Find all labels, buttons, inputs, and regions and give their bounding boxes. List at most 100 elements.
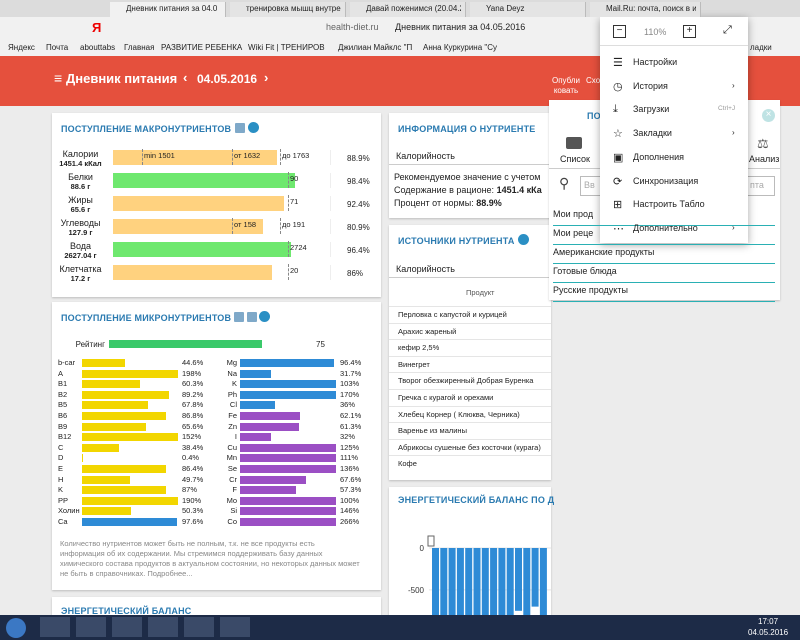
bookmark[interactable]: ладки: [750, 43, 772, 52]
app[interactable]: [76, 617, 106, 637]
submenu-arrow: ›: [732, 222, 735, 232]
search-hint: Вв: [584, 180, 595, 190]
tab[interactable]: [470, 2, 586, 17]
menu-icon[interactable]: ≡: [54, 70, 63, 86]
micro-percent: 87%: [182, 485, 198, 495]
bookmark[interactable]: РАЗВИТИЕ РЕБЕНКА: [161, 43, 243, 52]
micro-name: Fe: [228, 411, 237, 420]
tab[interactable]: [230, 2, 346, 17]
tree-item[interactable]: [553, 245, 775, 264]
bar-track: [113, 196, 331, 211]
micro-percent: 146%: [340, 506, 360, 516]
menu-item[interactable]: Настройки: [633, 57, 678, 67]
start-button[interactable]: [6, 618, 26, 638]
rating-label: Рейтинг: [75, 340, 105, 349]
app[interactable]: [148, 617, 178, 637]
bookmark[interactable]: Анна Куркурина "Су: [423, 43, 497, 52]
bar-marker: [142, 149, 143, 165]
help-icon[interactable]: [518, 234, 529, 247]
bar-track: [82, 412, 178, 420]
micro-bar: [82, 422, 146, 431]
list-tab[interactable]: Список: [560, 154, 590, 164]
tree-item[interactable]: [553, 226, 775, 245]
menu-icon: ▣: [613, 151, 624, 164]
micro-icons[interactable]: [234, 311, 271, 324]
tree-label: Мои прод: [553, 209, 594, 219]
header-button[interactable]: Схо: [586, 76, 601, 85]
fullscreen[interactable]: ⤢: [723, 24, 732, 36]
page-title[interactable]: Дневник питания за 04.05.2016: [395, 22, 526, 32]
menu-item[interactable]: История: [633, 80, 668, 91]
micro-percent: 49.7%: [182, 474, 204, 484]
bar-marker: [288, 264, 289, 280]
rating-bar: [109, 340, 262, 348]
tree-label: Американские продукты: [553, 247, 655, 257]
slider-handle: [427, 535, 435, 547]
tab[interactable]: [110, 2, 226, 17]
bar-track: [240, 359, 336, 367]
micro-bar: [82, 486, 167, 495]
next-day[interactable]: ›: [264, 70, 269, 85]
browser-menu: [600, 17, 748, 243]
zoom-out[interactable]: −: [613, 25, 626, 38]
calendar-icon[interactable]: [235, 122, 259, 135]
bar-marker: [232, 218, 233, 234]
bookmark[interactable]: Яндекс: [8, 43, 35, 52]
menu-icon: ⋯: [613, 222, 624, 235]
bookmark[interactable]: abouttabs: [80, 43, 116, 52]
micro-bar: [240, 518, 336, 526]
tree-item[interactable]: [553, 283, 775, 302]
bar-track: [240, 475, 336, 484]
bar-marker-label: до 191: [282, 220, 306, 229]
domain[interactable]: health-diet.ru: [326, 22, 379, 32]
tree-item[interactable]: [553, 207, 775, 226]
tree-label: Мои реце: [553, 228, 594, 238]
zoom-in[interactable]: +: [683, 25, 696, 38]
menu-item[interactable]: Дополнительно: [633, 222, 698, 233]
product-name: кефир 2,5%: [398, 343, 440, 353]
tab[interactable]: [350, 2, 466, 17]
app[interactable]: [184, 617, 214, 637]
menu-item[interactable]: Настроить Табло: [633, 199, 705, 210]
zoom-level: 110%: [644, 27, 667, 37]
nutrient-amount: 88.6 г: [70, 182, 91, 191]
tree-item[interactable]: [553, 264, 775, 283]
menu-icon: ⟳: [613, 175, 623, 188]
micro-name: B12: [58, 432, 72, 442]
publish-button[interactable]: Опубли ковать: [551, 76, 580, 95]
bookmark[interactable]: Главная: [124, 43, 155, 52]
micro-percent: 266%: [340, 517, 360, 526]
menu-item[interactable]: Дополнения: [633, 151, 684, 162]
micro-bar: [240, 359, 334, 367]
micro-name: I: [234, 432, 237, 442]
micro-name: Cu: [227, 442, 237, 452]
bar-track: [240, 443, 336, 452]
bookmark[interactable]: Джилиан Майклс "П: [338, 43, 413, 52]
tab[interactable]: [590, 2, 701, 17]
analysis-tab[interactable]: Анализ: [749, 154, 780, 164]
app[interactable]: [112, 617, 142, 637]
product-row: [389, 389, 551, 406]
browser-logo[interactable]: Я: [92, 20, 102, 35]
bookmark[interactable]: Почта: [46, 43, 69, 52]
tab-label: Yana Deyz: [486, 4, 525, 13]
close-button[interactable]: ×: [762, 109, 775, 122]
micro-percent: 152%: [182, 432, 202, 442]
menu-item[interactable]: Закладки: [633, 128, 672, 139]
micro-bar: [82, 518, 177, 526]
micro-percent: 44.6%: [182, 358, 204, 367]
tree-label: Готовые блюда: [553, 266, 617, 276]
prev-day[interactable]: ‹: [183, 70, 188, 85]
menu-item[interactable]: Загрузки: [633, 104, 670, 115]
sources-column: Продукт: [466, 288, 495, 297]
app[interactable]: [40, 617, 70, 637]
bookmark[interactable]: Wiki Fit | ТРЕНИРОВ: [248, 43, 325, 52]
percent-label: 80.9%: [347, 223, 370, 232]
value: 1451.4 кКа: [496, 185, 542, 195]
app[interactable]: [220, 617, 250, 637]
micro-name: Mn: [226, 453, 237, 463]
micro-percent: 89.2%: [182, 389, 204, 399]
sources-nutrient: Калорийность: [396, 264, 455, 274]
info-recommended: Рекомендуемое значение с учетом: [394, 172, 541, 182]
menu-item[interactable]: Синхронизация: [633, 175, 699, 186]
